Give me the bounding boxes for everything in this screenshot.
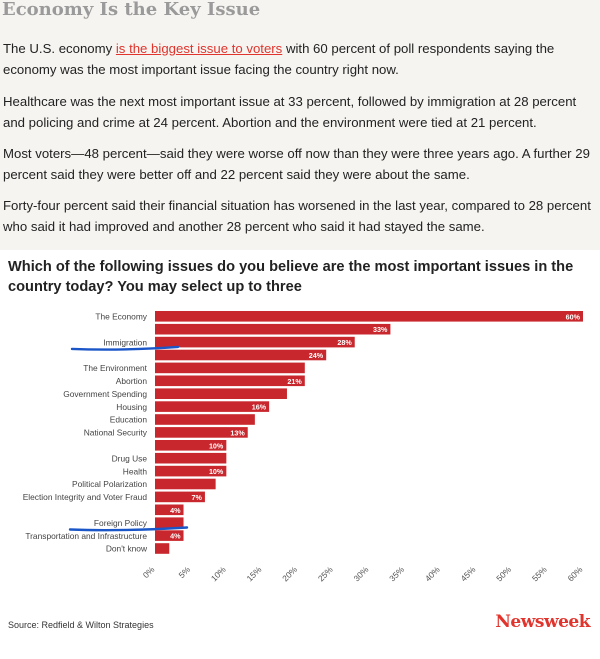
article-excerpt: Economy Is the Key Issue The U.S. econom…: [0, 0, 600, 250]
bar: [155, 440, 227, 451]
value-label: 4%: [170, 532, 181, 541]
value-label: 33%: [373, 325, 388, 334]
category-label: Health: [123, 466, 148, 476]
category-label: Abortion: [116, 376, 148, 386]
value-label: 10%: [209, 441, 224, 450]
category-label: The Environment: [83, 363, 147, 373]
x-tick-label: 15%: [244, 564, 263, 583]
bar: [155, 491, 205, 503]
x-tick-label: 40%: [423, 564, 442, 583]
category-label: Political Polarization: [72, 479, 147, 489]
value-label: 28%: [337, 338, 352, 347]
x-tick-label: 60%: [565, 564, 584, 583]
bar: [155, 478, 216, 490]
bar: [155, 336, 355, 348]
bar: [155, 504, 184, 516]
category-label: National Security: [84, 428, 148, 438]
article-paragraph-4: Forty-four percent said their financial …: [3, 198, 591, 234]
article-paragraph-3: Most voters—48 percent—said they were wo…: [3, 146, 590, 182]
bar: [155, 530, 184, 541]
category-label: Immigration: [103, 337, 147, 347]
source-note: Source: Redfield & Wilton Strategies: [8, 620, 154, 630]
value-label: 10%: [209, 467, 224, 476]
category-label: Don't know: [106, 544, 148, 554]
bar: [155, 452, 227, 464]
paragraph-1-text-start: The U.S. economy: [3, 41, 116, 56]
x-tick-label: 55%: [530, 564, 549, 583]
x-tick-label: 0%: [141, 564, 157, 580]
value-label: 4%: [170, 506, 181, 515]
x-tick-label: 20%: [280, 564, 299, 583]
x-tick-label: 10%: [209, 564, 228, 583]
value-label: 7%: [192, 493, 203, 502]
category-label: Education: [110, 415, 148, 425]
bar: [155, 401, 270, 412]
bar: [155, 388, 287, 399]
category-label: Drug Use: [112, 453, 148, 463]
value-label: 16%: [252, 403, 267, 412]
bar: [155, 414, 255, 425]
paragraph-1-text-end: with 60 percent of poll respondents sayi…: [3, 41, 555, 77]
hand-drawn-underline: [70, 345, 180, 351]
chart-title: Which of the following issues do you bel…: [8, 259, 574, 295]
article-paragraph-1: The U.S. economy is the biggest issue to…: [3, 38, 597, 80]
bar-chart: The Economy 60% 33% Immigration 28% 24% The En…: [0, 300, 600, 600]
bar: [155, 517, 184, 528]
bar: [155, 349, 327, 361]
category-label: Government Spending: [63, 389, 147, 399]
category-label: Election Integrity and Voter Fraud: [23, 492, 148, 502]
value-label: 21%: [287, 377, 302, 386]
category-label: Housing: [116, 402, 147, 412]
x-tick-label: 45%: [458, 564, 477, 583]
bar: [155, 375, 305, 387]
bar: [155, 543, 170, 554]
x-tick-label: 50%: [494, 564, 513, 583]
value-label: 60%: [566, 312, 581, 321]
biggest-issue-link[interactable]: is the biggest issue to voters: [115, 41, 283, 56]
x-tick-label: 5%: [176, 564, 192, 580]
x-tick-label: 30%: [351, 564, 370, 583]
category-label: Transportation and Infrastructure: [25, 531, 147, 541]
article-paragraph-2: Healthcare was the next most important i…: [3, 94, 577, 130]
bar: [155, 311, 583, 322]
category-label: The Economy: [95, 312, 147, 322]
bar-chart-svg: The Economy 60% 33% Immigration 28% 24% The En…: [23, 311, 585, 583]
x-tick-label: 25%: [316, 564, 335, 583]
x-tick-label: 35%: [387, 564, 406, 583]
article-heading: Economy Is the Key Issue: [2, 0, 261, 20]
bar: [155, 362, 305, 374]
category-label: Foreign Policy: [94, 518, 148, 528]
bar: [155, 465, 227, 477]
value-label: 24%: [309, 351, 324, 360]
bar: [155, 323, 391, 335]
newsweek-logo[interactable]: Newsweek: [495, 612, 590, 632]
value-label: 13%: [230, 428, 245, 437]
bar: [155, 427, 248, 438]
hand-drawn-underline: [68, 526, 189, 532]
